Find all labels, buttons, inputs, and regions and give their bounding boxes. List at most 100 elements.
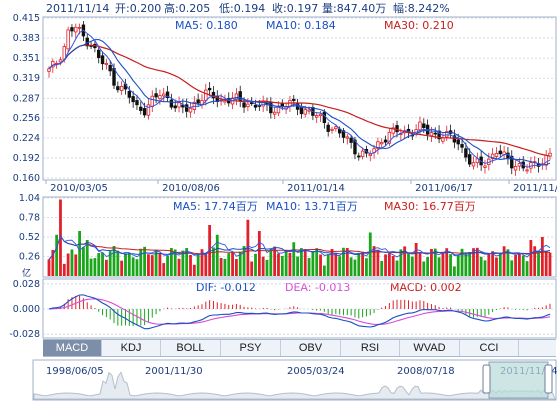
volume-bar — [322, 265, 326, 276]
candle — [490, 153, 495, 159]
volume-bar — [254, 253, 257, 276]
volume-y-tick: 1.04 — [19, 193, 40, 204]
volume-bar — [97, 253, 101, 276]
volume-bar — [296, 256, 299, 276]
volume-bar — [177, 258, 181, 276]
candle — [292, 98, 296, 101]
candle — [188, 107, 193, 113]
candle — [445, 131, 449, 138]
volume-bar — [361, 251, 365, 276]
volume-bar — [269, 249, 273, 276]
tab-macd[interactable]: MACD — [43, 340, 102, 356]
macd-y-tick: 0.000 — [13, 304, 40, 315]
price-y-tick: 0.287 — [13, 93, 40, 104]
volume-bar — [430, 249, 433, 276]
legend-macd: MACD: 0.002 — [390, 281, 462, 294]
volume-bar — [284, 250, 288, 276]
candle — [326, 124, 330, 132]
ma30-line — [48, 44, 551, 157]
volume-bar — [307, 258, 311, 276]
volume-bar — [445, 248, 449, 276]
tab-psy[interactable]: PSY — [221, 340, 281, 356]
volume-bar — [185, 248, 189, 276]
volume-bar — [456, 254, 460, 276]
price-y-tick: 0.192 — [13, 153, 40, 164]
volume-bar — [288, 252, 292, 276]
volume-bar — [93, 258, 97, 276]
volume-bar — [131, 257, 135, 276]
volume-bar — [315, 248, 319, 276]
header-high: 高:0.205 — [164, 1, 210, 15]
candle — [368, 153, 372, 157]
volume-bar — [357, 253, 361, 276]
volume-bar — [418, 252, 422, 276]
volume-bar — [59, 199, 62, 276]
volume-bar — [242, 246, 246, 276]
price-legend: MA5: 0.180 MA10: 0.184 MA30: 0.210 — [175, 19, 454, 32]
tab-rsi[interactable]: RSI — [341, 340, 400, 356]
volume-bar — [78, 231, 81, 276]
volume-bar — [537, 252, 540, 276]
volume-bar — [483, 260, 487, 276]
candle — [196, 99, 200, 104]
candle — [380, 142, 384, 145]
volume-bar — [468, 252, 472, 276]
candle — [272, 111, 277, 115]
candle — [127, 90, 132, 98]
volume-bar — [464, 252, 468, 276]
volume-bar — [487, 253, 491, 276]
volume-bar — [540, 237, 544, 276]
tab-boll[interactable]: BOLL — [161, 340, 221, 356]
candle — [246, 103, 250, 108]
volume-bar — [196, 253, 200, 276]
volume-bar — [273, 246, 277, 276]
volume-bar — [280, 255, 284, 276]
dif-line — [48, 294, 551, 330]
candle — [349, 137, 353, 143]
volume-bar — [387, 253, 391, 276]
indicator-tab-bar: MACD KDJ BOLL PSY OBV RSI WVAD CCI — [43, 339, 556, 357]
volume-y-tick: 0.26 — [19, 252, 40, 263]
legend-ma30: MA30: 0.210 — [384, 19, 454, 32]
volume-y-tick: 0.78 — [19, 213, 40, 224]
volume-bar — [227, 253, 231, 276]
candle — [525, 169, 529, 172]
ma5-line — [48, 29, 551, 168]
volume-bar — [326, 254, 330, 276]
price-y-tick: 0.383 — [13, 33, 40, 44]
volume-bar — [257, 231, 261, 276]
header-volume: 量:847.40万 — [322, 2, 386, 15]
volume-bar — [124, 253, 127, 276]
candle — [510, 155, 514, 169]
tab-wvad[interactable]: WVAD — [400, 340, 460, 356]
volume-bar — [169, 248, 173, 276]
volume-bar — [391, 256, 395, 276]
volume-bar — [345, 248, 349, 276]
candle — [345, 136, 350, 139]
candle — [307, 109, 311, 112]
candle — [169, 99, 174, 108]
legend-dea: DEA: -0.013 — [285, 281, 350, 294]
tab-cci[interactable]: CCI — [460, 340, 519, 356]
macd-panel-frame — [42, 278, 557, 339]
candle — [422, 123, 426, 129]
legend-ma5: MA5: 0.180 — [175, 19, 238, 32]
candle — [330, 128, 334, 131]
volume-bar — [475, 247, 479, 276]
header-date: 2011/11/14 — [46, 2, 109, 15]
candle — [146, 104, 151, 116]
volume-bar — [495, 257, 498, 276]
volume-bar — [506, 249, 510, 276]
header-open: 开:0.200 — [115, 2, 161, 15]
candle — [74, 26, 78, 33]
candle — [460, 144, 464, 148]
volume-y-tick: 0.52 — [19, 232, 40, 243]
tab-obv[interactable]: OBV — [281, 340, 341, 356]
volume-bar — [521, 255, 525, 276]
candle — [66, 29, 70, 50]
volume-bar — [112, 246, 116, 276]
candle — [418, 121, 422, 131]
tab-kdj[interactable]: KDJ — [102, 340, 161, 356]
volume-bar — [127, 253, 131, 276]
volume-bar — [433, 248, 437, 276]
